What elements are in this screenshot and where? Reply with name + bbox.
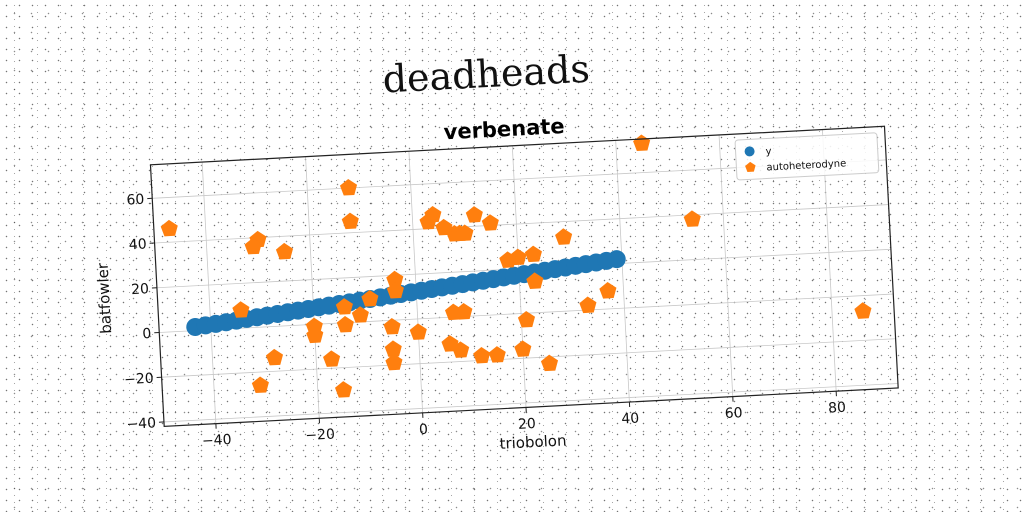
data-point bbox=[473, 346, 491, 364]
x-tick-label: 20 bbox=[518, 416, 537, 433]
data-point bbox=[524, 245, 542, 263]
data-point bbox=[335, 298, 353, 315]
x-tick-label: −20 bbox=[305, 426, 335, 444]
data-point bbox=[386, 281, 404, 299]
x-axis-label: triobolon bbox=[499, 431, 567, 452]
data-point bbox=[488, 346, 506, 363]
series-y bbox=[186, 250, 626, 337]
x-gridline bbox=[615, 140, 630, 403]
x-tick-label: 80 bbox=[828, 400, 847, 417]
data-point bbox=[499, 251, 517, 268]
data-point bbox=[633, 134, 651, 152]
data-point bbox=[514, 340, 532, 357]
y-tick-label: 60 bbox=[126, 192, 145, 209]
data-point bbox=[336, 315, 354, 333]
data-point bbox=[232, 301, 250, 318]
y-gridline bbox=[163, 383, 898, 423]
data-point bbox=[465, 206, 483, 223]
data-point bbox=[323, 350, 341, 367]
data-point bbox=[409, 323, 427, 340]
x-gridline bbox=[718, 134, 734, 397]
y-tick-label: 40 bbox=[128, 236, 147, 253]
legend-label: autoheterodyne bbox=[766, 158, 846, 173]
x-gridline bbox=[408, 151, 424, 413]
data-point bbox=[683, 210, 701, 227]
data-point bbox=[517, 310, 536, 328]
data-point bbox=[275, 242, 294, 260]
data-point bbox=[540, 354, 559, 372]
data-point bbox=[555, 228, 573, 245]
series-autoheterodyne bbox=[160, 134, 872, 398]
x-tick-label: 60 bbox=[724, 405, 743, 422]
data-point bbox=[526, 272, 544, 289]
data-point bbox=[579, 296, 597, 314]
data-point bbox=[607, 250, 626, 269]
y-gridline bbox=[161, 338, 896, 378]
data-point bbox=[341, 212, 359, 230]
x-tick-label: 40 bbox=[621, 411, 640, 428]
data-point bbox=[386, 270, 404, 288]
ticks: −40 −20 0 20 40 60 80 −40 −20 0 20 40 60 bbox=[124, 192, 847, 450]
data-point bbox=[244, 237, 262, 255]
data-point bbox=[385, 353, 403, 371]
data-point bbox=[455, 303, 473, 320]
x-tick-label: 0 bbox=[419, 422, 429, 438]
data-point bbox=[854, 302, 872, 319]
data-point bbox=[339, 179, 358, 196]
y-gridline bbox=[154, 204, 889, 244]
x-gridline bbox=[305, 156, 320, 419]
data-point bbox=[351, 306, 369, 323]
data-point bbox=[265, 348, 284, 366]
chart-title: verbenate bbox=[443, 114, 565, 144]
legend-marker bbox=[744, 146, 755, 157]
y-tick-label: 20 bbox=[131, 281, 150, 298]
legend-label: y bbox=[765, 146, 772, 157]
suptitle: deadheads bbox=[382, 47, 591, 102]
data-point bbox=[599, 282, 617, 299]
data-point bbox=[424, 205, 442, 223]
x-gridline bbox=[201, 162, 217, 424]
axes-frame bbox=[149, 125, 899, 428]
data-point bbox=[334, 381, 353, 398]
data-point bbox=[384, 340, 402, 357]
plot-area bbox=[160, 134, 872, 398]
data-point bbox=[306, 326, 324, 344]
data-point bbox=[456, 224, 474, 242]
data-point bbox=[160, 219, 178, 237]
y-tick-label: −40 bbox=[126, 415, 156, 433]
legend-marker bbox=[745, 161, 756, 172]
legend-frame bbox=[734, 132, 880, 181]
scatter-chart: verbenate −40 −20 0 20 40 60 80 −40 −20 0 20 40 60 t… bbox=[94, 114, 899, 453]
data-point bbox=[383, 318, 401, 335]
y-tick-label: 0 bbox=[142, 326, 152, 342]
x-tick-label: −40 bbox=[202, 432, 232, 450]
data-point bbox=[452, 341, 470, 358]
y-axis-label: batfowler bbox=[94, 262, 116, 335]
y-tick-label: −20 bbox=[124, 371, 154, 389]
data-point bbox=[251, 376, 269, 394]
data-point bbox=[361, 290, 379, 307]
data-point bbox=[481, 214, 499, 231]
